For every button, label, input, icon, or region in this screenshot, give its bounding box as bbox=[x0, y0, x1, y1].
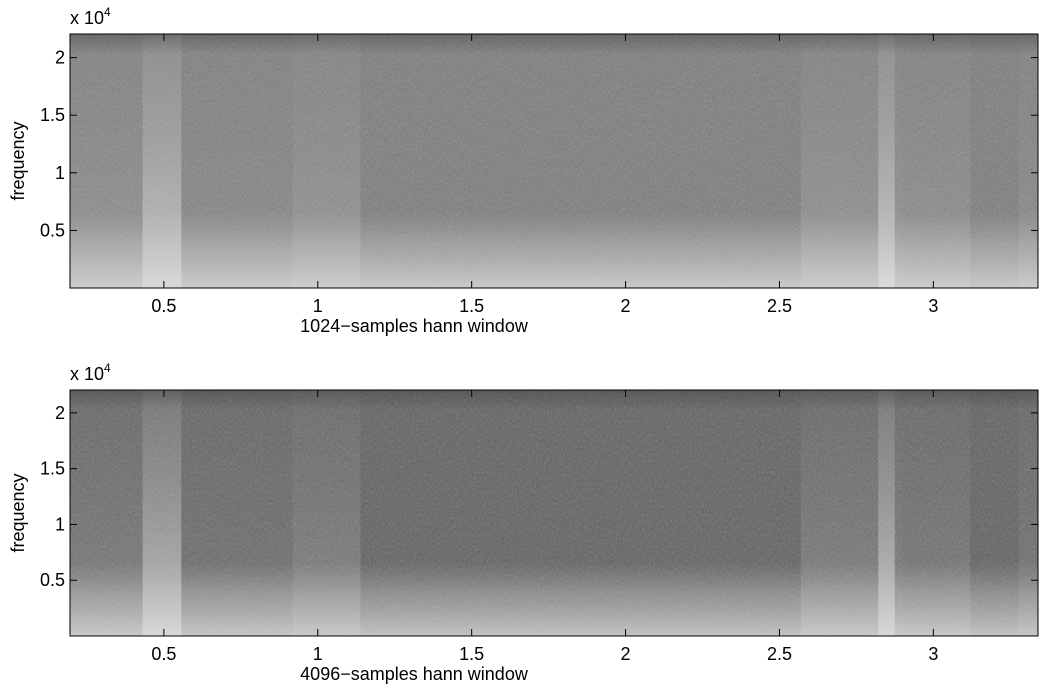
y-exponent-base: x 10 bbox=[70, 364, 104, 384]
spectrogram-texture bbox=[70, 390, 1038, 636]
y-exponent: x 104 bbox=[70, 361, 111, 384]
axes-box bbox=[69, 389, 1039, 637]
x-tick-label: 3 bbox=[928, 296, 938, 316]
x-tick-label: 1.5 bbox=[459, 644, 484, 664]
y-exponent-power: 4 bbox=[104, 5, 111, 19]
spectrogram-panel: 0.5 1 1.5 2 2.5 3 0.5 1 1.5 2 1024−samples hann wi… bbox=[8, 5, 1039, 336]
x-tick-label: 3 bbox=[928, 644, 938, 664]
x-tick-label: 1 bbox=[313, 296, 323, 316]
x-tick-label: 2.5 bbox=[767, 644, 792, 664]
spectrogram-texture bbox=[70, 34, 1038, 288]
spectrogram-panel: 0.5 1 1.5 2 2.5 3 0.5 1 1.5 2 4096−samples hann wi… bbox=[8, 361, 1039, 684]
y-tick-label: 0.5 bbox=[40, 220, 65, 240]
y-tick-label: 1.5 bbox=[40, 105, 65, 125]
y-axis-label: frequency bbox=[8, 121, 28, 200]
y-exponent: x 104 bbox=[70, 5, 111, 28]
y-tick-label: 2 bbox=[55, 403, 65, 423]
x-tick-label: 1.5 bbox=[459, 296, 484, 316]
x-tick-label: 2 bbox=[621, 296, 631, 316]
x-tick-label: 0.5 bbox=[151, 296, 176, 316]
y-tick-label: 1 bbox=[55, 514, 65, 534]
y-tick-label: 1 bbox=[55, 163, 65, 183]
x-tick-label: 1 bbox=[313, 644, 323, 664]
x-tick-label: 2.5 bbox=[767, 296, 792, 316]
y-exponent-power: 4 bbox=[104, 361, 111, 375]
axes-box bbox=[69, 33, 1039, 289]
y-tick-label: 0.5 bbox=[40, 570, 65, 590]
y-axis-label: frequency bbox=[8, 473, 28, 552]
x-axis-label: 1024−samples hann window bbox=[300, 316, 529, 336]
x-tick-label: 0.5 bbox=[151, 644, 176, 664]
y-tick-label: 1.5 bbox=[40, 459, 65, 479]
x-axis-label: 4096−samples hann window bbox=[300, 664, 529, 684]
y-tick-label: 2 bbox=[55, 48, 65, 68]
x-tick-label: 2 bbox=[621, 644, 631, 664]
y-exponent-base: x 10 bbox=[70, 8, 104, 28]
